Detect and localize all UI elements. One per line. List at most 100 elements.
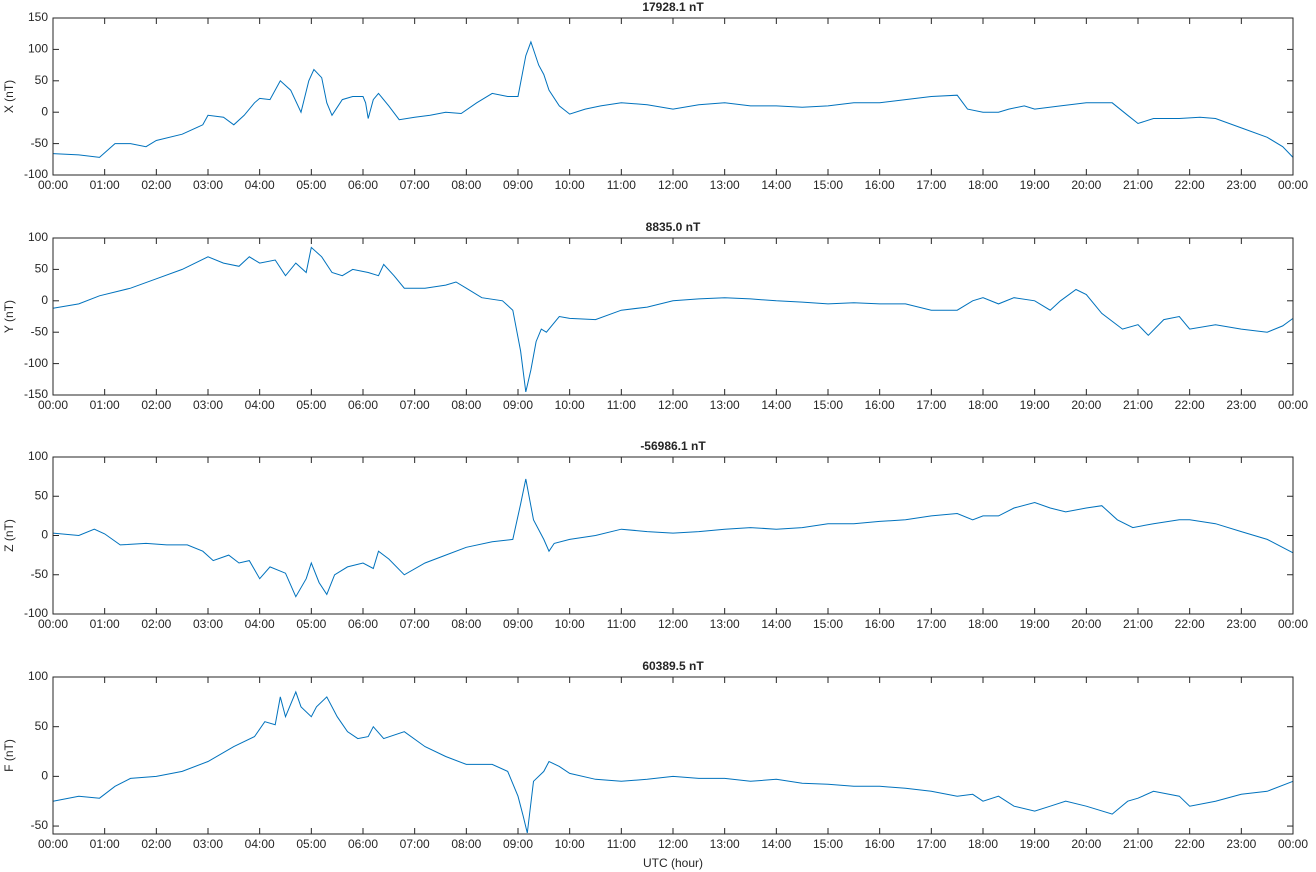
x-tick-label: 08:00 <box>451 617 481 631</box>
x-tick-label: 11:00 <box>607 178 636 192</box>
y-tick-label: 50 <box>35 488 49 502</box>
x-tick-label: 09:00 <box>503 178 533 192</box>
x-tick-label: 16:00 <box>865 837 895 851</box>
x-tick-label: 16:00 <box>865 398 895 412</box>
x-tick-label: 23:00 <box>1226 178 1256 192</box>
x-tick-label: 20:00 <box>1071 398 1101 412</box>
x-tick-label: 23:00 <box>1226 617 1256 631</box>
y-tick-label: 100 <box>28 449 48 463</box>
x-tick-label: 11:00 <box>607 617 636 631</box>
y-tick-label: -100 <box>24 606 48 620</box>
x-tick-label: 06:00 <box>348 617 378 631</box>
x-tick-label: 15:00 <box>813 837 843 851</box>
y-tick-label: -50 <box>31 136 49 150</box>
x-tick-label: 04:00 <box>245 837 275 851</box>
x-tick-label: 05:00 <box>296 178 326 192</box>
y-tick-label: 50 <box>35 73 49 87</box>
x-tick-label: 08:00 <box>451 837 481 851</box>
x-tick-label: 07:00 <box>400 617 430 631</box>
x-axis-label: UTC (hour) <box>643 856 703 870</box>
data-line <box>52 40 1294 158</box>
data-line <box>52 246 1294 393</box>
subplot-title: 17928.1 nT <box>642 0 704 14</box>
x-tick-label: 10:00 <box>555 617 585 631</box>
x-tick-label: 14:00 <box>761 617 791 631</box>
x-tick-label: 20:00 <box>1071 617 1101 631</box>
y-tick-label: -50 <box>31 818 49 832</box>
x-tick-label: 14:00 <box>761 837 791 851</box>
x-tick-label: 23:00 <box>1226 398 1256 412</box>
y-tick-label: 0 <box>41 769 48 783</box>
x-tick-label: 16:00 <box>865 178 895 192</box>
x-tick-label: 10:00 <box>555 178 585 192</box>
x-tick-label: 21:00 <box>1123 837 1153 851</box>
x-tick-label: 04:00 <box>245 617 275 631</box>
x-tick-label: 21:00 <box>1123 617 1153 631</box>
x-tick-label: 12:00 <box>658 178 688 192</box>
x-tick-label: 13:00 <box>710 617 740 631</box>
x-tick-label: 15:00 <box>813 398 843 412</box>
x-tick-label: 09:00 <box>503 398 533 412</box>
x-tick-label: 22:00 <box>1175 178 1205 192</box>
x-tick-label: 18:00 <box>968 837 998 851</box>
x-tick-label: 00:00 <box>1278 178 1308 192</box>
x-tick-label: 16:00 <box>865 617 895 631</box>
subplot-title: 60389.5 nT <box>642 659 704 673</box>
x-tick-label: 20:00 <box>1071 837 1101 851</box>
x-tick-label: 14:00 <box>761 398 791 412</box>
x-tick-label: 00:00 <box>1278 617 1308 631</box>
x-tick-label: 02:00 <box>141 178 171 192</box>
y-tick-label: -50 <box>31 567 49 581</box>
x-tick-label: 10:00 <box>555 398 585 412</box>
x-tick-label: 18:00 <box>968 617 998 631</box>
y-axis-label: X (nT) <box>2 80 16 113</box>
x-tick-label: 20:00 <box>1071 178 1101 192</box>
x-tick-label: 12:00 <box>658 617 688 631</box>
x-tick-label: 19:00 <box>1020 837 1050 851</box>
data-line <box>52 478 1294 598</box>
x-tick-label: 00:00 <box>38 178 68 192</box>
subplot-title: 8835.0 nT <box>646 220 701 234</box>
y-axis-label: Y (nT) <box>2 300 16 333</box>
x-tick-label: 17:00 <box>916 837 946 851</box>
x-tick-label: 01:00 <box>90 398 120 412</box>
y-tick-label: 0 <box>41 528 48 542</box>
x-tick-label: 21:00 <box>1123 398 1153 412</box>
x-tick-label: 19:00 <box>1020 617 1050 631</box>
x-tick-label: 17:00 <box>916 617 946 631</box>
x-tick-label: 01:00 <box>90 837 120 851</box>
x-tick-label: 17:00 <box>916 398 946 412</box>
x-tick-label: 18:00 <box>968 178 998 192</box>
x-tick-label: 17:00 <box>916 178 946 192</box>
x-tick-label: 22:00 <box>1175 398 1205 412</box>
y-tick-label: 50 <box>35 262 49 276</box>
x-tick-label: 22:00 <box>1175 837 1205 851</box>
x-tick-label: 00:00 <box>38 837 68 851</box>
y-tick-label: 0 <box>41 293 48 307</box>
x-tick-label: 06:00 <box>348 837 378 851</box>
y-tick-label: 100 <box>28 230 48 244</box>
x-tick-label: 12:00 <box>658 398 688 412</box>
x-tick-label: 07:00 <box>400 398 430 412</box>
x-tick-label: 10:00 <box>555 837 585 851</box>
x-tick-label: 12:00 <box>658 837 688 851</box>
x-tick-label: 09:00 <box>503 837 533 851</box>
plot-area <box>53 457 1293 614</box>
x-tick-label: 06:00 <box>348 398 378 412</box>
x-tick-label: 19:00 <box>1020 398 1050 412</box>
x-tick-label: 02:00 <box>141 398 171 412</box>
x-tick-label: 03:00 <box>193 178 223 192</box>
x-tick-label: 13:00 <box>710 398 740 412</box>
x-tick-label: 00:00 <box>38 617 68 631</box>
x-tick-label: 03:00 <box>193 617 223 631</box>
subplot-title: -56986.1 nT <box>640 439 706 453</box>
data-line <box>52 690 1294 834</box>
y-tick-label: 0 <box>41 104 48 118</box>
x-tick-label: 01:00 <box>90 178 120 192</box>
plot-area <box>53 677 1293 834</box>
x-tick-label: 03:00 <box>193 398 223 412</box>
x-tick-label: 05:00 <box>296 617 326 631</box>
plot-area <box>53 18 1293 175</box>
x-tick-label: 07:00 <box>400 178 430 192</box>
